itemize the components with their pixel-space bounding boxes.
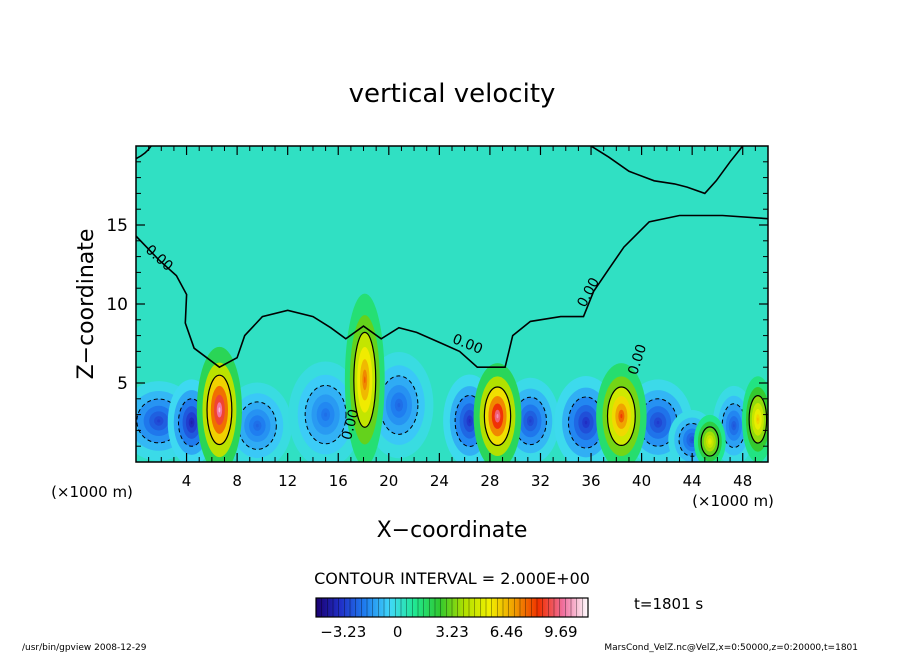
- time-text: t=1801 s: [634, 595, 703, 613]
- downdraft-ring: [469, 419, 471, 423]
- x-tick-label: 36: [581, 472, 600, 490]
- downdraft-ring: [256, 424, 259, 427]
- updraft-ring: [620, 414, 622, 418]
- downdraft-ring: [691, 439, 693, 441]
- colorbar-tick-label: 6.46: [490, 623, 523, 641]
- footer-left: /usr/bin/gpview 2008-12-29: [22, 643, 147, 653]
- updraft-ring: [497, 414, 499, 418]
- downdraft-ring: [529, 419, 531, 422]
- x-tick-label: 40: [632, 472, 651, 490]
- downdraft-ring: [398, 403, 401, 407]
- updraft-ring: [364, 376, 366, 383]
- downdraft-ring: [157, 419, 160, 422]
- footer-right: MarsCond_VelZ.nc@VelZ,x=0:50000,z=0:2000…: [604, 643, 858, 653]
- x-tick-label: 8: [232, 472, 242, 490]
- y-tick-label: 15: [106, 216, 128, 236]
- x-tick-label: 24: [430, 472, 449, 490]
- colorbar-tick-label: −3.23: [320, 623, 366, 641]
- updraft-ring: [757, 418, 758, 421]
- colorbar-tick-label: 3.23: [435, 623, 468, 641]
- downdraft-ring: [733, 424, 735, 427]
- updraft-ring: [709, 440, 710, 442]
- downdraft-ring: [585, 421, 588, 425]
- chart-title: vertical velocity: [349, 79, 556, 109]
- updraft-0: [197, 347, 242, 473]
- y-tick-label: 5: [117, 374, 128, 394]
- colorbar: −3.23 0 3.23 6.46 9.69: [316, 598, 588, 641]
- colorbar-tick-label: 9.69: [544, 623, 577, 641]
- updraft-ring: [219, 407, 221, 412]
- downdraft-ring: [324, 412, 327, 416]
- x-tick-label: 20: [379, 472, 398, 490]
- updraft-2: [474, 363, 522, 469]
- x-tick-label: 48: [733, 472, 752, 490]
- y-tick-label: 10: [106, 295, 128, 315]
- y-axis-label: Z−coordinate: [74, 229, 99, 380]
- x-axis-label: X−coordinate: [377, 518, 528, 543]
- x-tick-label: 32: [531, 472, 550, 490]
- updraft-5: [742, 376, 774, 462]
- updraft-4: [694, 415, 726, 468]
- colorbar-tick-label: 0: [393, 623, 403, 641]
- x-unit-left: (×1000 m): [51, 483, 133, 501]
- x-tick-label: 44: [683, 472, 702, 490]
- contour-interval-text: CONTOUR INTERVAL = 2.000E+00: [314, 569, 590, 588]
- x-tick-label: 28: [480, 472, 499, 490]
- x-tick-label: 12: [278, 472, 297, 490]
- updraft-3: [596, 363, 646, 469]
- x-tick-label: 16: [329, 472, 348, 490]
- downdraft-ring: [191, 421, 193, 424]
- downdraft-ring: [657, 421, 660, 424]
- x-unit-right: (×1000 m): [692, 492, 774, 510]
- x-tick-label: 4: [182, 472, 192, 490]
